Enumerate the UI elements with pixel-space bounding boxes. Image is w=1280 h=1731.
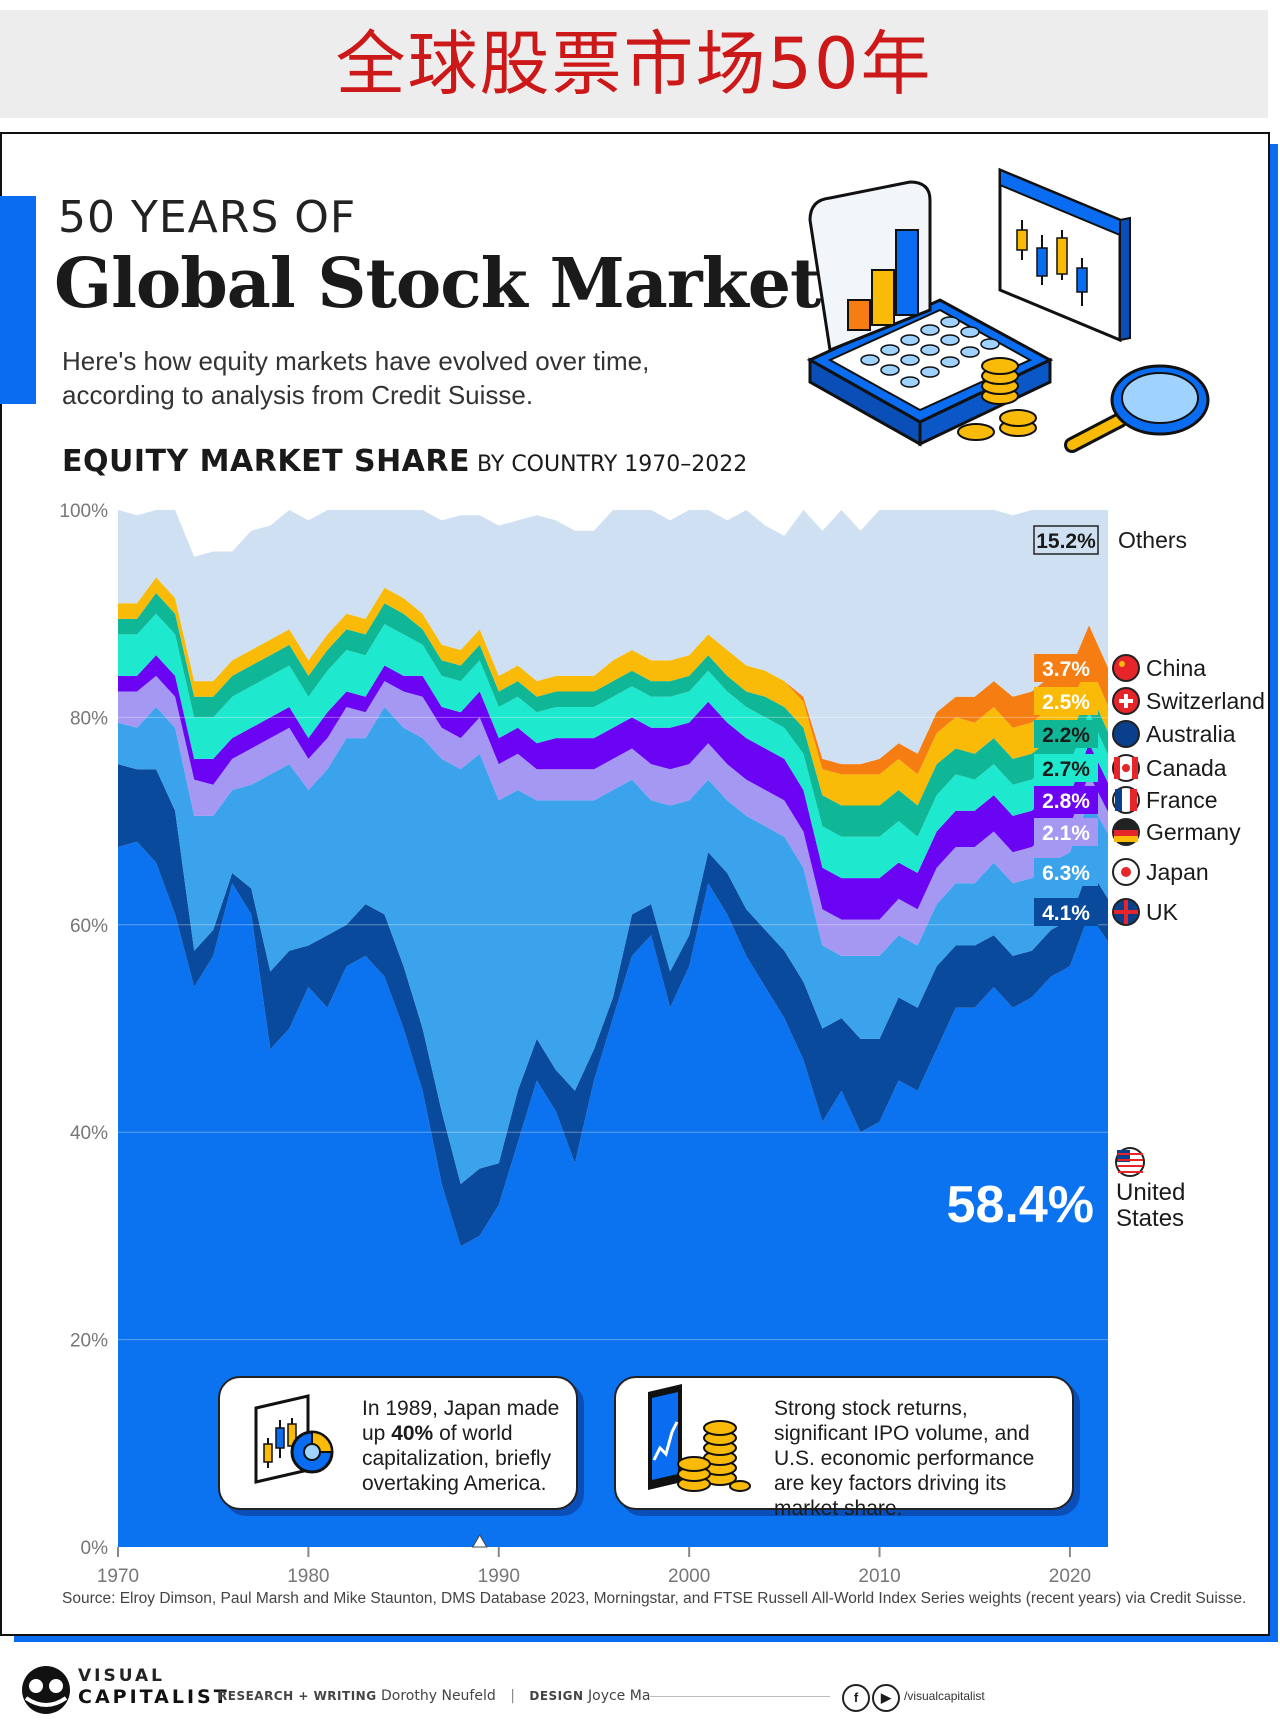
area-uk: [118, 764, 1108, 1247]
us-callout-text: Strong stock returns, significant IPO vo…: [774, 1397, 1035, 1520]
year-marker-1989: [471, 1534, 488, 1548]
candlestick-screen-icon: [998, 167, 1131, 343]
x-tick-label: 2010: [858, 1566, 900, 1587]
label-japan-value: 6.3%: [1042, 862, 1090, 885]
coins-icon: [957, 357, 1037, 441]
us-callout: Strong stock returns, significant IPO vo…: [614, 1376, 1074, 1520]
footer: VISUAL CAPITALIST RESEARCH + WRITING Dor…: [0, 1652, 1280, 1731]
label-germany: 2.1% Germany: [1034, 818, 1241, 846]
label-china: 3.7% China: [1034, 654, 1206, 682]
y-axis-ticks: 0% 20% 40% 60% 80% 100%: [59, 501, 108, 1559]
research-name: Dorothy Neufeld: [381, 1688, 496, 1704]
label-switzerland: 2.5% Switzerland: [1034, 687, 1265, 715]
keyboard-icon: [806, 298, 1054, 447]
y-tick-label: 60%: [70, 916, 108, 937]
x-tick-label: 1970: [97, 1566, 139, 1587]
smartphone-coins-icon: [648, 1384, 751, 1492]
label-uk: 4.1% UK: [1034, 898, 1179, 926]
y-tick-label: 40%: [70, 1123, 108, 1144]
label-united-states-value: 58.4%: [947, 1176, 1094, 1234]
x-axis-ticks: 1970 1980 1990 2000 2010 2020: [97, 1534, 1091, 1587]
chart-heading-strong: EQUITY MARKET SHARE: [62, 444, 470, 479]
japan-callout: In 1989, Japan made up 40% of world capi…: [218, 1376, 578, 1510]
area-others: [118, 510, 1108, 765]
label-others-value: 15.2%: [1036, 530, 1096, 553]
label-others-name: Others: [1118, 527, 1187, 553]
x-tick-label: 2020: [1049, 1566, 1091, 1587]
headline: Global Stock Markets: [54, 244, 859, 324]
flag-china-icon: [1112, 654, 1140, 682]
subtitle: Here's how equity markets have evolved o…: [62, 346, 650, 410]
y-tick-label: 80%: [70, 708, 108, 729]
x-tick-label: 1990: [478, 1566, 520, 1587]
area-layers: [118, 510, 1108, 1547]
label-germany-name: Germany: [1146, 819, 1241, 845]
area-canada: [118, 613, 1108, 879]
label-china-value: 3.7%: [1042, 658, 1090, 681]
label-switzerland-value: 2.5%: [1042, 691, 1090, 714]
banner-title: 全球股票市场50年: [335, 23, 933, 105]
series-labels: 4.1% UK 6.3% Japan 2.1% Germany 2.8% France 2.7%…: [1033, 525, 1265, 926]
area-japan: [118, 707, 1108, 1184]
accent-bar: [0, 196, 36, 404]
social-handle[interactable]: /visualcapitalist: [904, 1689, 985, 1703]
label-others: 15.2% Others: [1033, 525, 1187, 555]
top-banner: 全球股票市场50年: [0, 10, 1268, 118]
grid-lines: [118, 716, 1108, 1341]
facebook-icon[interactable]: f: [842, 1684, 870, 1712]
equity-share-chart: 0% 20% 40% 60% 80% 100% 1970 1980 1990 2000 2010 2…: [59, 501, 1265, 1587]
x-tick-label: 1980: [287, 1566, 329, 1587]
label-uk-value: 4.1%: [1042, 902, 1090, 925]
youtube-icon[interactable]: ▶: [872, 1684, 900, 1712]
label-australia-value: 2.2%: [1042, 724, 1090, 747]
kicker: 50 YEARS OF: [58, 192, 357, 243]
label-uk-name: UK: [1146, 899, 1179, 925]
label-united-states-name: United: [1116, 1179, 1185, 1206]
credits: RESEARCH + WRITING Dorothy Neufeld | DES…: [218, 1688, 651, 1704]
research-label: RESEARCH + WRITING: [218, 1689, 377, 1703]
label-japan-name: Japan: [1146, 859, 1209, 885]
source-note: Source: Elroy Dimson, Paul Marsh and Mik…: [62, 1590, 1247, 1607]
area-united-states: [118, 841, 1108, 1547]
design-name: Joyce Ma: [588, 1688, 651, 1704]
design-label: DESIGN: [529, 1689, 584, 1703]
label-canada-name: Canada: [1146, 755, 1227, 781]
x-tick-label: 2000: [668, 1566, 710, 1587]
y-tick-label: 0%: [81, 1538, 109, 1559]
label-united-states-name: States: [1116, 1205, 1184, 1232]
label-germany-value: 2.1%: [1042, 822, 1090, 845]
chart-heading-light: BY COUNTRY 1970–2022: [470, 452, 748, 477]
label-switzerland-name: Switzerland: [1146, 688, 1265, 714]
area-australia: [118, 593, 1108, 837]
label-france-name: France: [1146, 787, 1218, 813]
flag-australia-icon: [1112, 720, 1140, 748]
magnifier-icon: [1064, 364, 1210, 453]
label-france-value: 2.8%: [1042, 790, 1090, 813]
candlestick-chart-icon: [254, 1394, 334, 1484]
label-canada: 2.7% Canada: [1034, 754, 1227, 782]
brand-line-2: CAPITALIST: [78, 1686, 230, 1708]
label-canada-value: 2.7%: [1042, 758, 1090, 781]
label-france: 2.8% France: [1034, 786, 1218, 814]
footer-divider: [650, 1696, 830, 1697]
label-china-name: China: [1146, 655, 1206, 681]
y-tick-label: 100%: [59, 501, 108, 522]
brand-line-1: VISUAL: [78, 1666, 165, 1686]
stock-market-illustration: [806, 167, 1210, 453]
label-australia-name: Australia: [1146, 721, 1236, 747]
y-tick-label: 20%: [70, 1331, 108, 1352]
japan-callout-text: In 1989, Japan made up 40% of world capi…: [362, 1397, 560, 1495]
visual-capitalist-logo-icon: [22, 1666, 70, 1714]
chart-heading: EQUITY MARKET SHARE BY COUNTRY 1970–2022: [62, 444, 747, 479]
label-australia: 2.2% Australia: [1034, 720, 1236, 748]
label-japan: 6.3% Japan: [1034, 858, 1209, 886]
paper-bar-chart-icon: [808, 180, 932, 353]
